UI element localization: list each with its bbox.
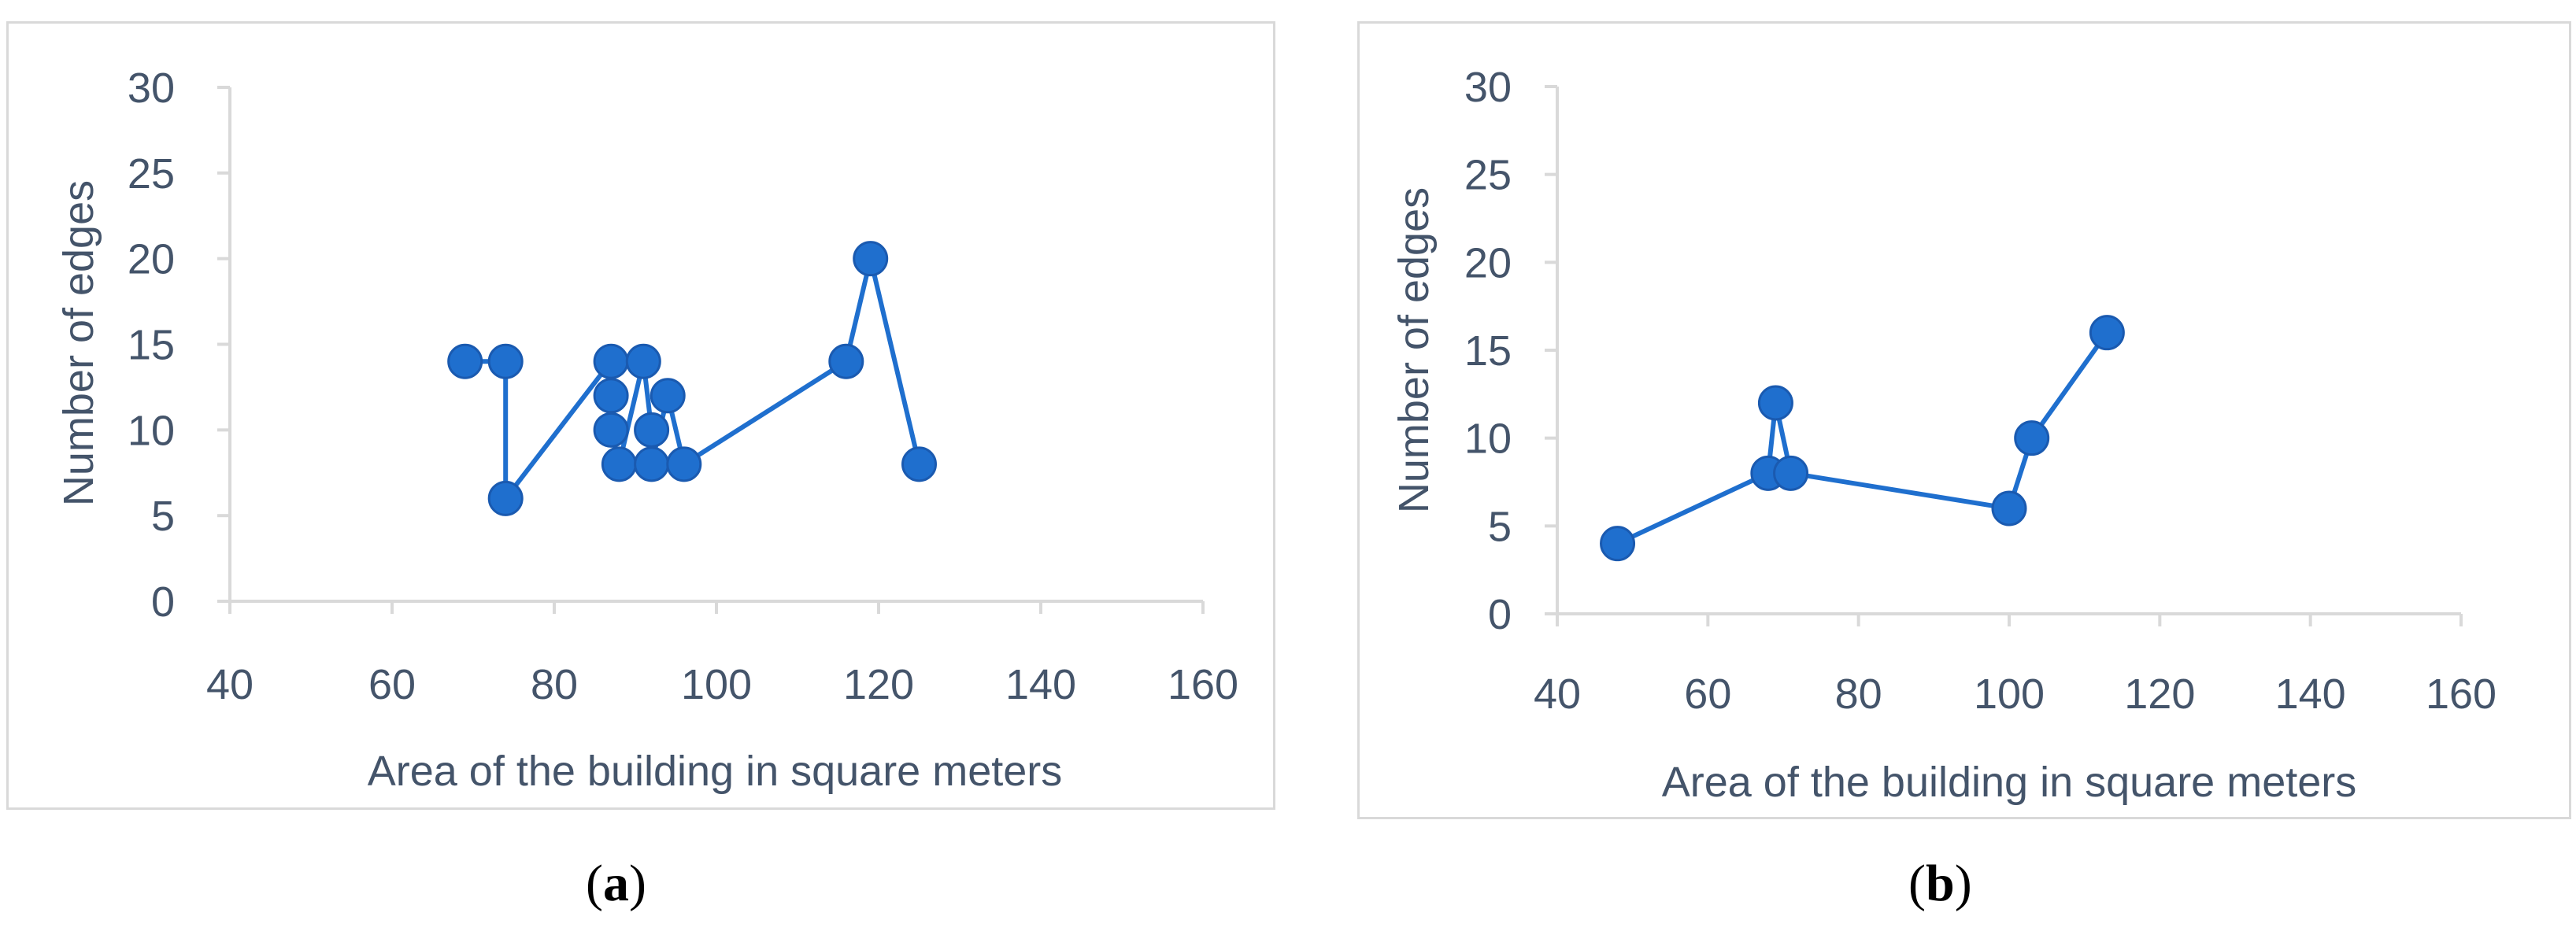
caption-b: (b) [1908, 854, 1972, 914]
y-tick-label-a: 25 [128, 150, 175, 198]
x-tick-label-b: 80 [1835, 671, 1882, 718]
x-tick-label-b: 140 [2275, 671, 2346, 718]
x-tick-label-a: 80 [531, 661, 578, 708]
chart-panel-a [6, 21, 1275, 810]
chart-panel-b [1357, 21, 2571, 819]
caption-a: (a) [586, 854, 646, 914]
data-point-b-5 [2014, 420, 2050, 456]
y-tick-label-b: 15 [1464, 327, 1512, 375]
caption-a-open: ( [586, 855, 603, 912]
caption-a-letter: a [602, 855, 629, 912]
data-point-a-0 [447, 343, 483, 379]
x-tick-label-b: 40 [1534, 671, 1581, 718]
caption-b-open: ( [1908, 855, 1926, 912]
x-tick-label-a: 120 [843, 661, 914, 708]
y-tick-label-b: 10 [1464, 416, 1512, 463]
data-point-b-3 [1773, 455, 1809, 491]
x-tick-label-b: 120 [2124, 671, 2195, 718]
data-point-a-10 [650, 378, 686, 414]
x-tick-label-a: 160 [1168, 661, 1238, 708]
data-point-a-7 [625, 343, 661, 379]
y-axis-title-b: Number of edges [1390, 187, 1438, 513]
x-tick-label-b: 160 [2426, 671, 2496, 718]
y-axis-title-a: Number of edges [55, 180, 102, 506]
y-tick-label-a: 30 [128, 65, 175, 112]
y-tick-label-b: 30 [1464, 64, 1512, 111]
y-tick-label-b: 5 [1488, 503, 1512, 550]
x-tick-label-a: 60 [368, 661, 416, 708]
y-tick-label-b: 20 [1464, 239, 1512, 286]
x-tick-label-a: 40 [206, 661, 254, 708]
y-tick-label-a: 20 [128, 236, 175, 283]
data-point-a-12 [828, 343, 864, 379]
data-point-a-4 [593, 378, 629, 414]
x-tick-label-b: 100 [1974, 671, 2045, 718]
data-point-a-14 [901, 446, 937, 482]
y-tick-label-a: 0 [151, 578, 175, 626]
data-point-b-4 [1991, 490, 2027, 526]
caption-b-close: ) [1954, 855, 1972, 912]
data-point-a-11 [666, 446, 702, 482]
data-point-a-8 [634, 412, 670, 448]
caption-a-close: ) [628, 855, 646, 912]
y-tick-label-a: 15 [128, 322, 175, 369]
data-point-b-6 [2089, 315, 2125, 351]
data-point-b-0 [1600, 526, 1636, 562]
y-tick-label-b: 25 [1464, 152, 1512, 199]
data-point-a-1 [487, 343, 524, 379]
x-axis-title-a: Area of the building in square meters [368, 748, 1063, 795]
data-point-a-5 [593, 412, 629, 448]
x-tick-label-b: 60 [1684, 671, 1731, 718]
x-tick-label-a: 140 [1005, 661, 1076, 708]
y-tick-label-a: 10 [128, 407, 175, 454]
y-tick-label-a: 5 [151, 493, 175, 540]
y-tick-label-b: 0 [1488, 591, 1512, 638]
x-axis-title-b: Area of the building in square meters [1662, 759, 2357, 806]
caption-b-letter: b [1925, 855, 1955, 912]
data-point-a-2 [487, 480, 524, 516]
data-point-b-2 [1757, 385, 1793, 421]
x-tick-label-a: 100 [681, 661, 752, 708]
data-point-a-13 [853, 241, 889, 277]
